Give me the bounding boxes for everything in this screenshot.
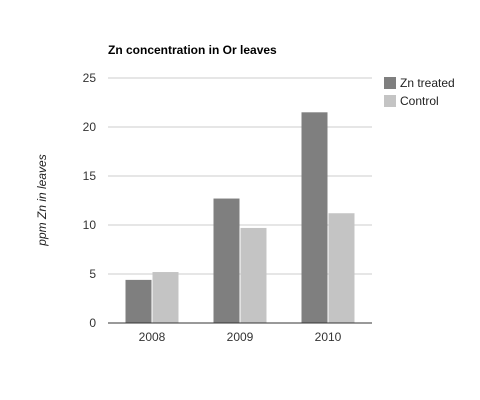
y-axis-ticks: 0 5 10 15 20 25 xyxy=(83,71,97,330)
y-axis-label: ppm Zn in leaves xyxy=(35,154,49,246)
bars xyxy=(125,112,355,323)
legend: Zn treated Control xyxy=(384,76,455,108)
x-tick-label: 2010 xyxy=(315,330,342,344)
bar-zn-treated xyxy=(213,198,240,323)
bar-zn-treated xyxy=(301,112,328,323)
legend-swatch xyxy=(384,95,396,107)
gridlines xyxy=(108,77,372,275)
y-tick-label: 15 xyxy=(83,169,97,183)
x-axis-ticks: 2008 2009 2010 xyxy=(139,330,342,344)
y-tick-label: 25 xyxy=(83,71,97,85)
legend-label: Control xyxy=(400,94,439,108)
y-tick-label: 20 xyxy=(83,120,97,134)
bar-control xyxy=(328,213,355,323)
bar-control xyxy=(240,227,267,323)
chart-title: Zn concentration in Or leaves xyxy=(108,43,277,57)
y-tick-label: 0 xyxy=(89,316,96,330)
y-tick-label: 10 xyxy=(83,218,97,232)
x-tick-label: 2009 xyxy=(227,330,254,344)
bar-control xyxy=(152,272,179,323)
y-tick-label: 5 xyxy=(89,267,96,281)
bar-zn-treated xyxy=(125,279,152,323)
legend-swatch xyxy=(384,77,396,89)
x-tick-label: 2008 xyxy=(139,330,166,344)
legend-label: Zn treated xyxy=(400,76,455,90)
